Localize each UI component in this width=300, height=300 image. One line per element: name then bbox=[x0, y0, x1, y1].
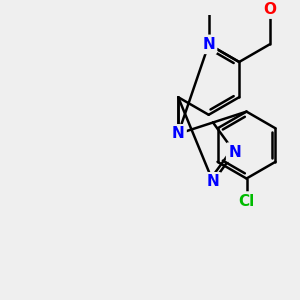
Text: N: N bbox=[228, 145, 241, 160]
Text: N: N bbox=[172, 126, 184, 141]
Text: Cl: Cl bbox=[238, 194, 255, 208]
Text: N: N bbox=[202, 37, 215, 52]
Text: N: N bbox=[207, 174, 219, 189]
Text: O: O bbox=[263, 2, 276, 16]
